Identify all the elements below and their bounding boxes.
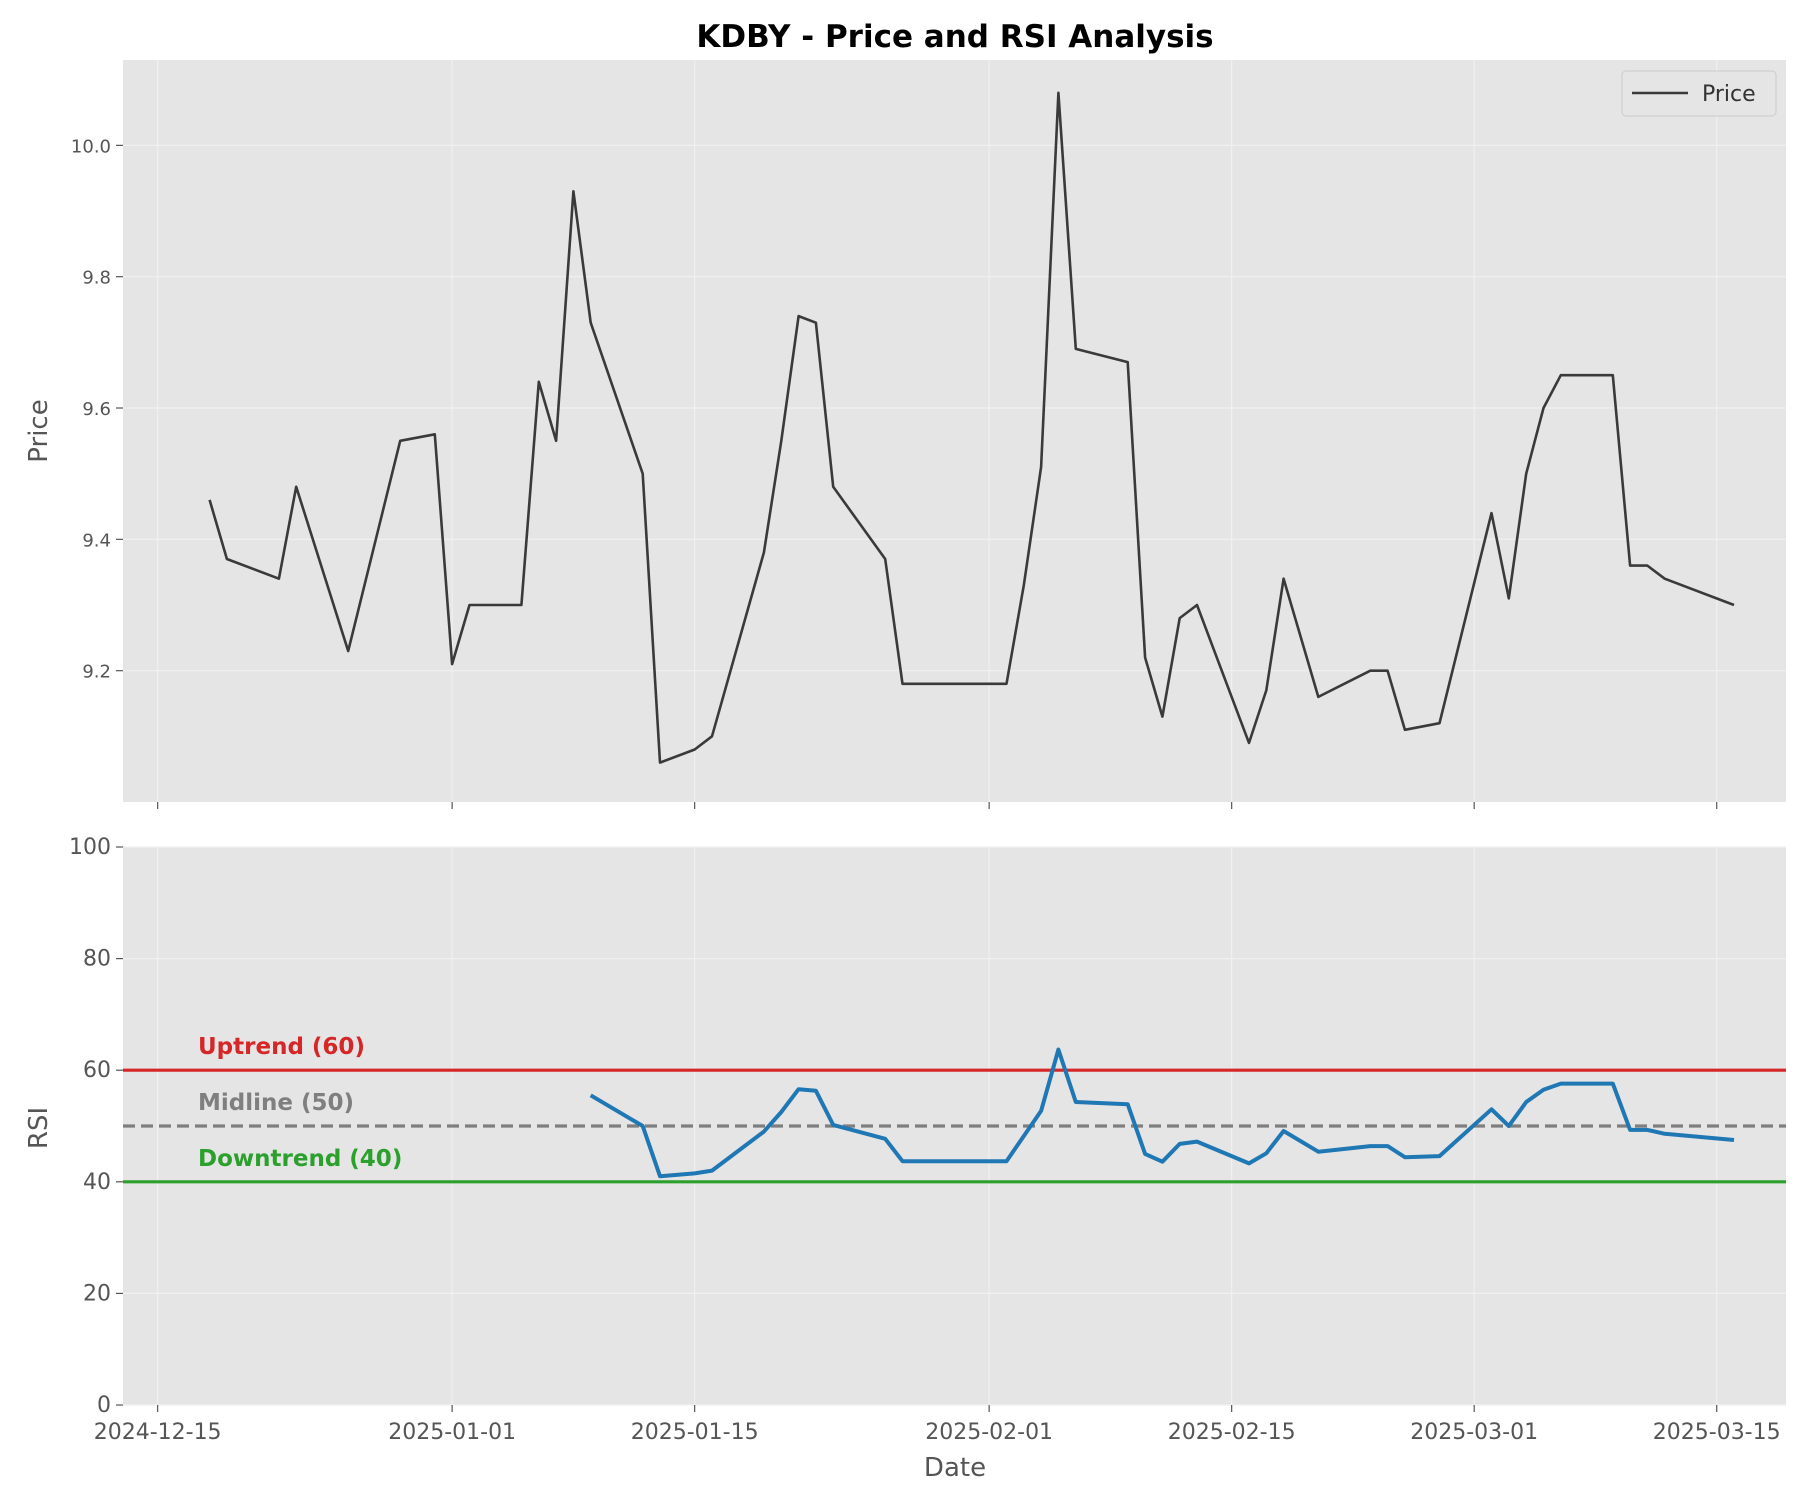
x-tick-label: 2025-03-01 (1410, 1420, 1538, 1445)
rsi-y-axis-label: RSI (24, 1107, 54, 1149)
price-y-ticks: 9.2 9.4 9.6 9.8 10.0 (71, 136, 123, 683)
chart-title: KDBY - Price and RSI Analysis (696, 19, 1213, 55)
x-axis-label: Date (924, 1453, 986, 1483)
reference-line-label: Downtrend (40) (198, 1146, 402, 1172)
y-tick-label: 40 (83, 1170, 111, 1195)
y-tick-label: 60 (83, 1058, 111, 1083)
y-tick-label: 9.2 (82, 662, 111, 683)
y-tick-label: 9.4 (82, 530, 111, 551)
x-tick-label: 2025-02-15 (1168, 1420, 1296, 1445)
rsi-panel: 0 20 40 60 80 100 2024-12-15 2025-01-01 2025-01… (24, 835, 1786, 1483)
price-panel: 9.2 9.4 9.6 9.8 10.0 Price Price (24, 60, 1786, 809)
rsi-x-ticks: 2024-12-15 2025-01-01 2025-01-15 2025-02-01… (94, 1405, 1781, 1445)
y-tick-label: 0 (97, 1393, 111, 1418)
rsi-reference-lines: Uptrend (60) Midline (50) Downtrend (40) (123, 1034, 1786, 1184)
y-tick-label: 80 (83, 947, 111, 972)
price-legend: Price (1621, 70, 1777, 117)
reference-line-label: Midline (50) (198, 1090, 354, 1116)
x-tick-label: 2025-01-01 (388, 1420, 516, 1445)
y-tick-label: 9.8 (82, 268, 111, 289)
price-grid (123, 60, 1786, 802)
rsi-y-ticks: 0 20 40 60 80 100 (69, 835, 123, 1418)
legend-price-label: Price (1702, 82, 1756, 107)
price-x-ticks (157, 802, 1718, 809)
price-y-axis-label: Price (24, 399, 54, 462)
x-tick-label: 2025-01-15 (631, 1420, 759, 1445)
x-tick-label: 2024-12-15 (94, 1420, 222, 1445)
price-plot-area (123, 60, 1786, 802)
rsi-series-line (589, 1047, 1735, 1179)
x-tick-label: 2025-03-15 (1653, 1420, 1781, 1445)
x-tick-label: 2025-02-01 (925, 1420, 1053, 1445)
y-tick-label: 20 (83, 1281, 111, 1306)
price-series-line (208, 91, 1735, 764)
y-tick-label: 9.6 (82, 399, 111, 420)
y-tick-label: 10.0 (71, 136, 111, 157)
legend-box (1621, 70, 1777, 117)
reference-line-label: Uptrend (60) (198, 1034, 365, 1060)
y-tick-label: 100 (69, 835, 111, 860)
